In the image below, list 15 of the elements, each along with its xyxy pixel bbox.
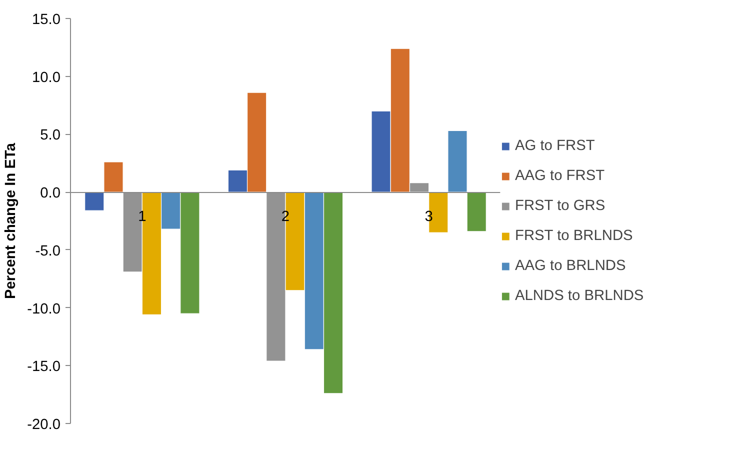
legend-label: AAG to FRST (514, 168, 605, 184)
y-tick-label: 5.0 (40, 128, 60, 144)
legend-label: ALNDS to BRLNDS (514, 288, 644, 304)
y-tick-label: 0.0 (40, 186, 60, 202)
y-tick-label: 10.0 (32, 70, 61, 86)
legend-label: FRST to BRLNDS (514, 228, 633, 244)
legend-label: AAG to BRLNDS (514, 258, 626, 274)
y-tick-label: -15.0 (27, 359, 60, 376)
legend-label: AG to FRST (514, 138, 595, 154)
y-axis-title: Percent change In ETa (3, 142, 20, 300)
y-tick-label: -5.0 (35, 243, 61, 260)
y-tick-label: 15.0 (32, 12, 61, 28)
legend-label: FRST to GRS (514, 198, 606, 214)
y-tick-label: -10.0 (27, 301, 60, 318)
y-tick-label: -20.0 (27, 417, 60, 433)
